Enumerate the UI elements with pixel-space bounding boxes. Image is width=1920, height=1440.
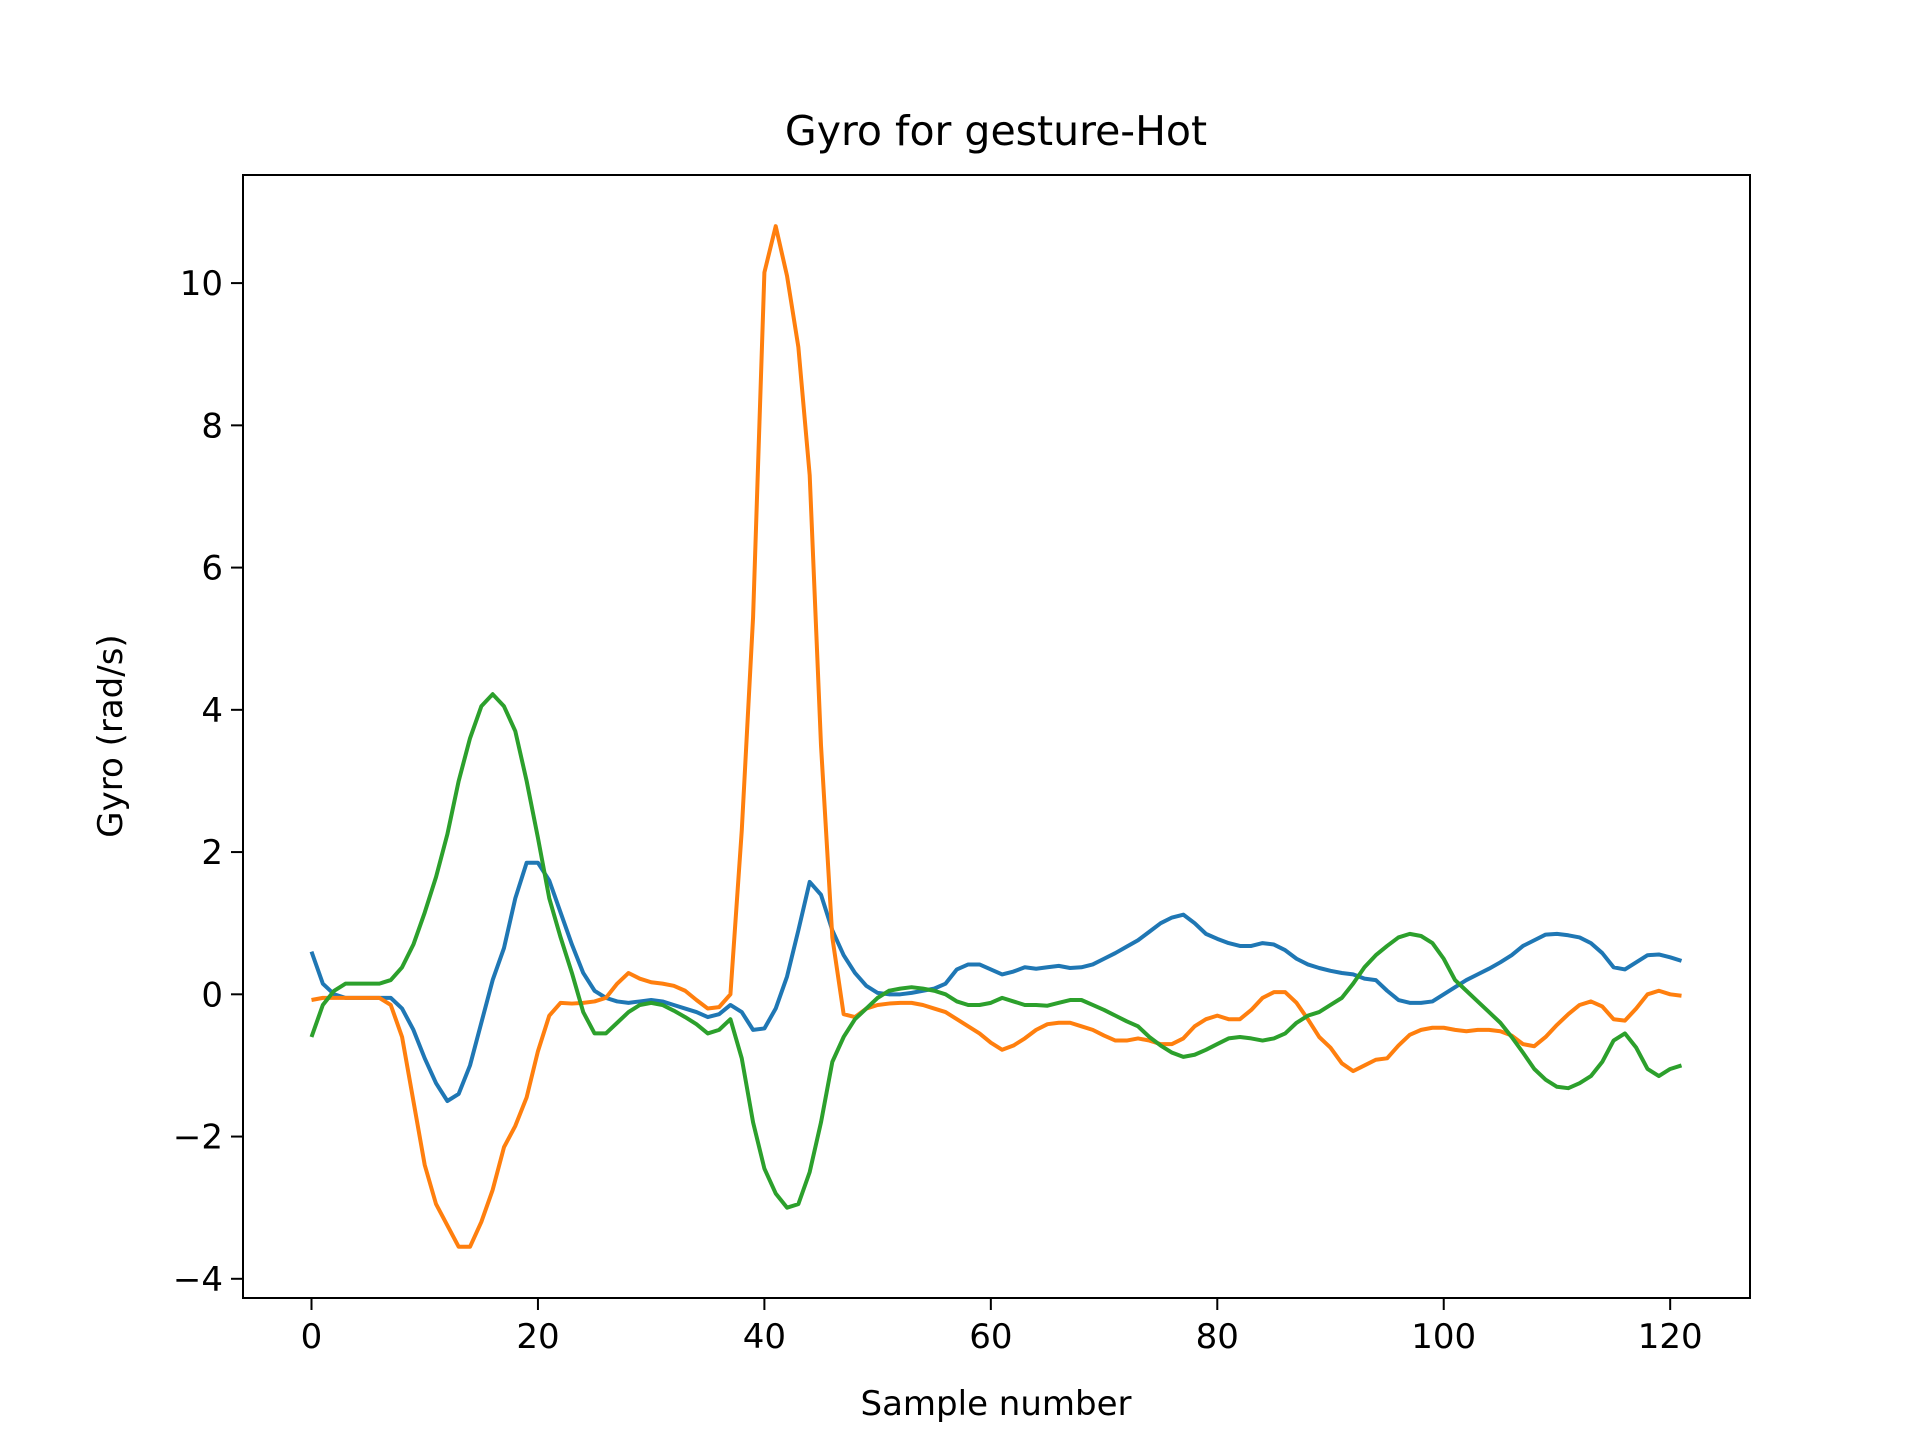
chart-title: Gyro for gesture-Hot [785,107,1207,155]
series-line [311,224,1682,1249]
x-tick-label: 0 [301,1317,323,1357]
y-tick-label: 8 [201,406,223,446]
x-tick-label: 120 [1638,1317,1703,1357]
x-tick-label: 60 [969,1317,1012,1357]
plot-frame [242,174,1751,1299]
series-line [309,692,1683,1210]
x-tick-label: 100 [1411,1317,1476,1357]
y-tick-label: 0 [201,975,223,1015]
y-tick-label: −4 [173,1260,223,1300]
y-axis-label: Gyro (rad/s) [91,634,131,837]
y-tick-label: 4 [201,691,223,731]
x-tick-label: 20 [516,1317,559,1357]
y-tick-label: 10 [180,264,223,304]
y-tick-label: −2 [173,1118,223,1158]
x-tick-label: 40 [743,1317,786,1357]
y-tick-label: 2 [201,833,223,873]
x-tick-label: 80 [1196,1317,1239,1357]
x-axis-label: Sample number [861,1384,1132,1424]
y-tick-label: 6 [201,549,223,589]
series-line [309,860,1683,1103]
